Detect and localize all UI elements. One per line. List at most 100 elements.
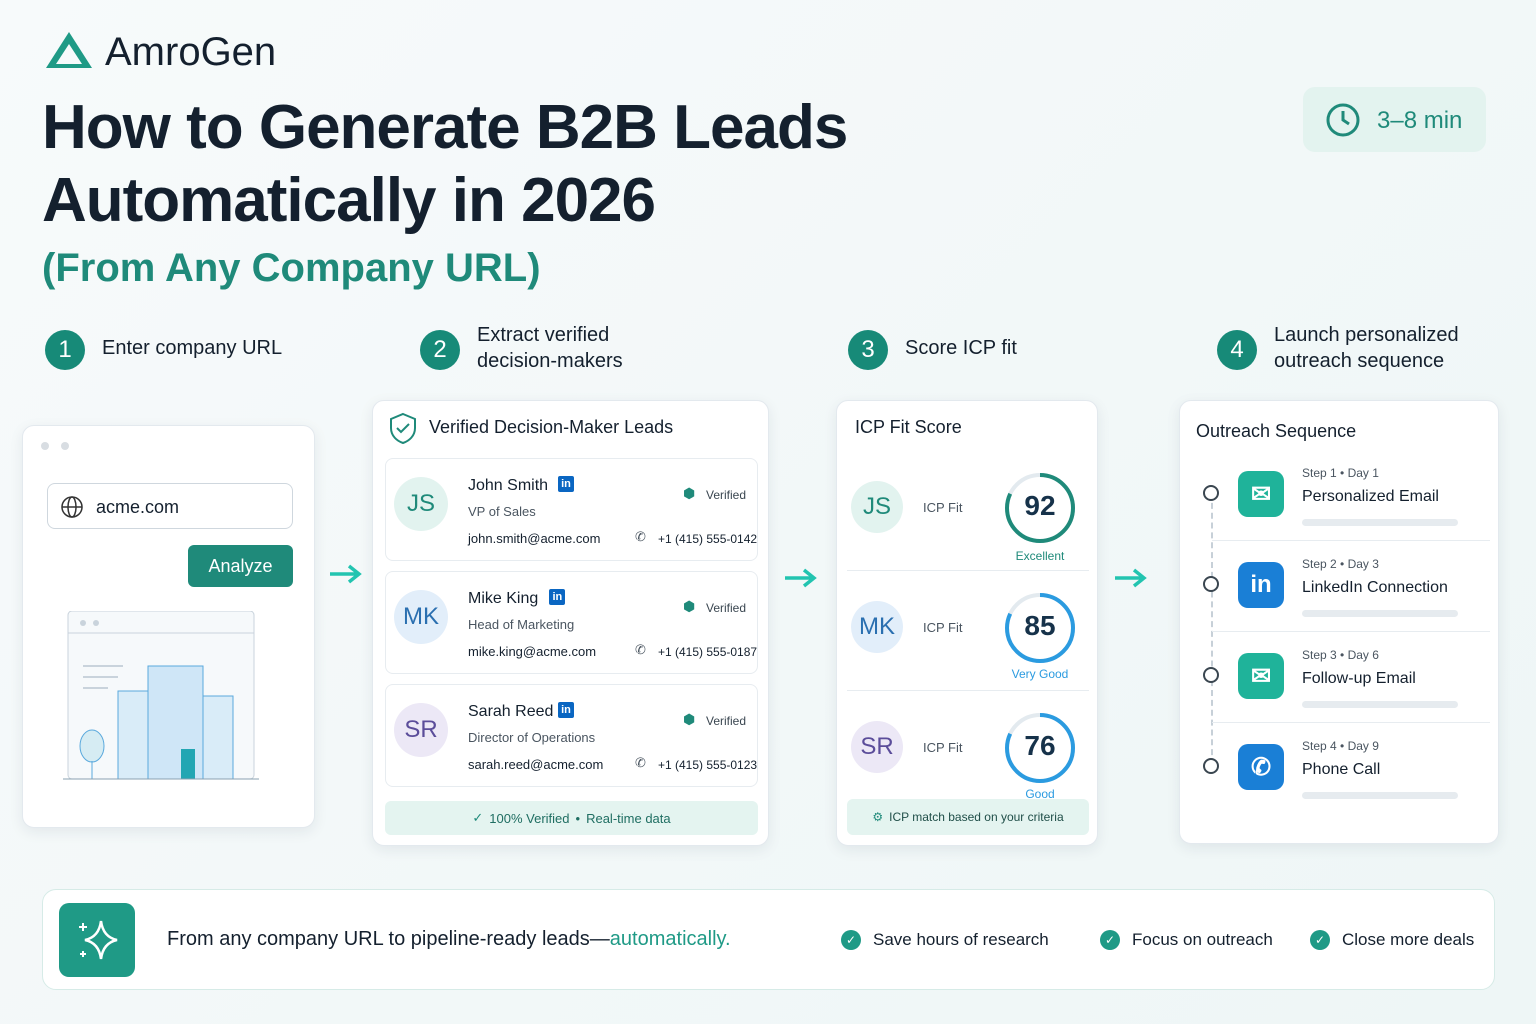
- verified-icon: ⬢: [683, 598, 696, 614]
- url-text: acme.com: [96, 497, 180, 517]
- phone-icon: ✆: [635, 755, 646, 770]
- timeline: [1211, 493, 1213, 765]
- lead-email: john.smith@acme.com: [468, 531, 601, 546]
- linkedin-icon: in: [558, 702, 574, 718]
- footer-text: 100% Verified: [489, 810, 570, 826]
- score-label: ICP Fit: [923, 740, 963, 755]
- step-label: Score ICP fit: [905, 337, 1017, 359]
- gear-icon: ⚙: [872, 810, 884, 824]
- panel-title: Verified Decision-Maker Leads: [429, 417, 674, 437]
- icp-panel: ICP Fit Score ⚙ ICP match based on your c…: [836, 400, 1098, 846]
- panel-title: Outreach Sequence: [1196, 421, 1357, 441]
- placeholder-bar: [1302, 519, 1458, 526]
- avatar: JS: [394, 477, 448, 531]
- building-illustration: [63, 611, 259, 780]
- step-card: ✉ Step 1 • Day 1 Personalized Email: [1212, 453, 1490, 541]
- window-dots: [41, 442, 69, 450]
- ring: [1005, 713, 1075, 783]
- step-label: LinkedIn Connection: [1302, 579, 1448, 596]
- clock-icon: [1326, 103, 1360, 137]
- step-card: ✉ Step 3 • Day 6 Follow-up Email: [1212, 635, 1490, 723]
- banner-main: From any company URL to pipeline-ready l…: [167, 928, 610, 950]
- avatar: MK: [851, 601, 903, 653]
- lead-role: Director of Operations: [468, 730, 596, 745]
- phone-icon: ✆: [635, 642, 646, 657]
- arrow-icon: [1115, 568, 1147, 588]
- step-label: Personalized Email: [1302, 488, 1439, 505]
- lead-email: sarah.reed@acme.com: [468, 757, 604, 772]
- channel-icon: ✉: [1238, 653, 1284, 699]
- channel-icon: in: [1238, 562, 1284, 608]
- linkedin-icon: in: [549, 589, 566, 605]
- arrow-icon: [785, 568, 817, 588]
- ring: [1005, 473, 1075, 543]
- note-text: ICP match based on your criteria: [889, 810, 1064, 824]
- step-day: Day 3: [1347, 557, 1379, 571]
- score-rating: Very Good: [1011, 667, 1069, 681]
- brand: AmroGen: [105, 30, 277, 74]
- flow-arrow: [783, 567, 819, 594]
- step-num: Step 2: [1302, 557, 1337, 571]
- check-icon: ✓: [472, 810, 484, 825]
- analyze-button[interactable]: Analyze: [188, 545, 293, 587]
- separator: •: [575, 810, 581, 826]
- step-label: outreach sequence: [1274, 350, 1445, 372]
- outreach-panel: Outreach Sequence ✉ Step 1 • Day 1 Persona…: [1179, 400, 1499, 844]
- benefit: Close more deals: [1342, 930, 1475, 949]
- banner-highlight: automatically.: [609, 928, 731, 950]
- step-card: in Step 2 • Day 3 LinkedIn Connection: [1212, 544, 1490, 632]
- lead-name: Sarah Reed: [468, 703, 554, 720]
- panel-title: ICP Fit Score: [855, 417, 962, 437]
- score-label: ICP Fit: [923, 620, 963, 635]
- step-label: decision-makers: [477, 350, 623, 372]
- lead-phone: +1 (415) 555-0187: [658, 645, 758, 659]
- step-label: Follow-up Email: [1302, 670, 1416, 687]
- step-label: Phone Call: [1302, 761, 1381, 778]
- step-card: ✆ Step 4 • Day 9 Phone Call: [1212, 726, 1490, 814]
- url-input[interactable]: acme.com: [47, 483, 293, 529]
- timeline-dot: [1203, 758, 1219, 774]
- placeholder-bar: [1302, 792, 1458, 799]
- step-meta: Step 4 • Day 9: [1302, 739, 1379, 753]
- leads-panel: Verified Decision-Maker Leads ✓ 100% Ver…: [372, 400, 769, 846]
- duration-pill: 3–8 min: [1303, 87, 1486, 152]
- step-num: Step 3: [1302, 648, 1337, 662]
- step-label: Launch personalized: [1274, 324, 1459, 346]
- title: How to Generate B2B Leads: [42, 93, 848, 162]
- lead-role: VP of Sales: [468, 504, 536, 519]
- icp-note: ⚙ ICP match based on your criteria: [847, 799, 1089, 835]
- lead-name: John Smith: [468, 477, 549, 494]
- subtitle: (From Any Company URL): [42, 246, 541, 290]
- step-day: Day 9: [1347, 739, 1379, 753]
- lead-card: SR Sarah Reed in Director of Operations sara…: [385, 684, 758, 787]
- step-number: 2: [420, 330, 460, 370]
- score-ring: [1003, 591, 1077, 670]
- step-number: 1: [45, 330, 85, 370]
- leads-footer: ✓ 100% Verified • Real-time data: [385, 801, 758, 835]
- lead-phone: +1 (415) 555-0123: [658, 758, 758, 772]
- phone-icon: ✆: [635, 529, 646, 544]
- step-number: 4: [1217, 330, 1257, 370]
- score-rating: Good: [1025, 787, 1055, 801]
- check-icon: ✓: [841, 930, 861, 950]
- lead-card: JS John Smith in VP of Sales john.smith@acme…: [385, 458, 758, 561]
- step-number: 3: [848, 330, 888, 370]
- timeline-dot: [1203, 667, 1219, 683]
- verified-status: Verified: [706, 714, 747, 728]
- score-row: JS ICP Fit 92 Excellent: [847, 453, 1089, 571]
- verified-icon: ⬢: [683, 485, 696, 501]
- url-panel: acme.com Analyze: [22, 425, 315, 828]
- verified-icon: ⬢: [683, 711, 696, 727]
- score-rating: Excellent: [1015, 549, 1065, 563]
- benefit: Focus on outreach: [1132, 930, 1273, 949]
- channel-icon: ✆: [1238, 744, 1284, 790]
- lead-card: MK Mike King in Head of Marketing mike.king@…: [385, 571, 758, 674]
- benefit: Save hours of research: [873, 930, 1049, 949]
- score-ring: [1003, 711, 1077, 790]
- lead-name: Mike King: [468, 590, 539, 607]
- step-label: Enter company URL: [102, 337, 283, 359]
- verified-status: Verified: [706, 488, 747, 502]
- logo-icon: [46, 32, 92, 68]
- banner: From any company URL to pipeline-ready l…: [42, 889, 1495, 990]
- step-meta: Step 2 • Day 3: [1302, 557, 1379, 571]
